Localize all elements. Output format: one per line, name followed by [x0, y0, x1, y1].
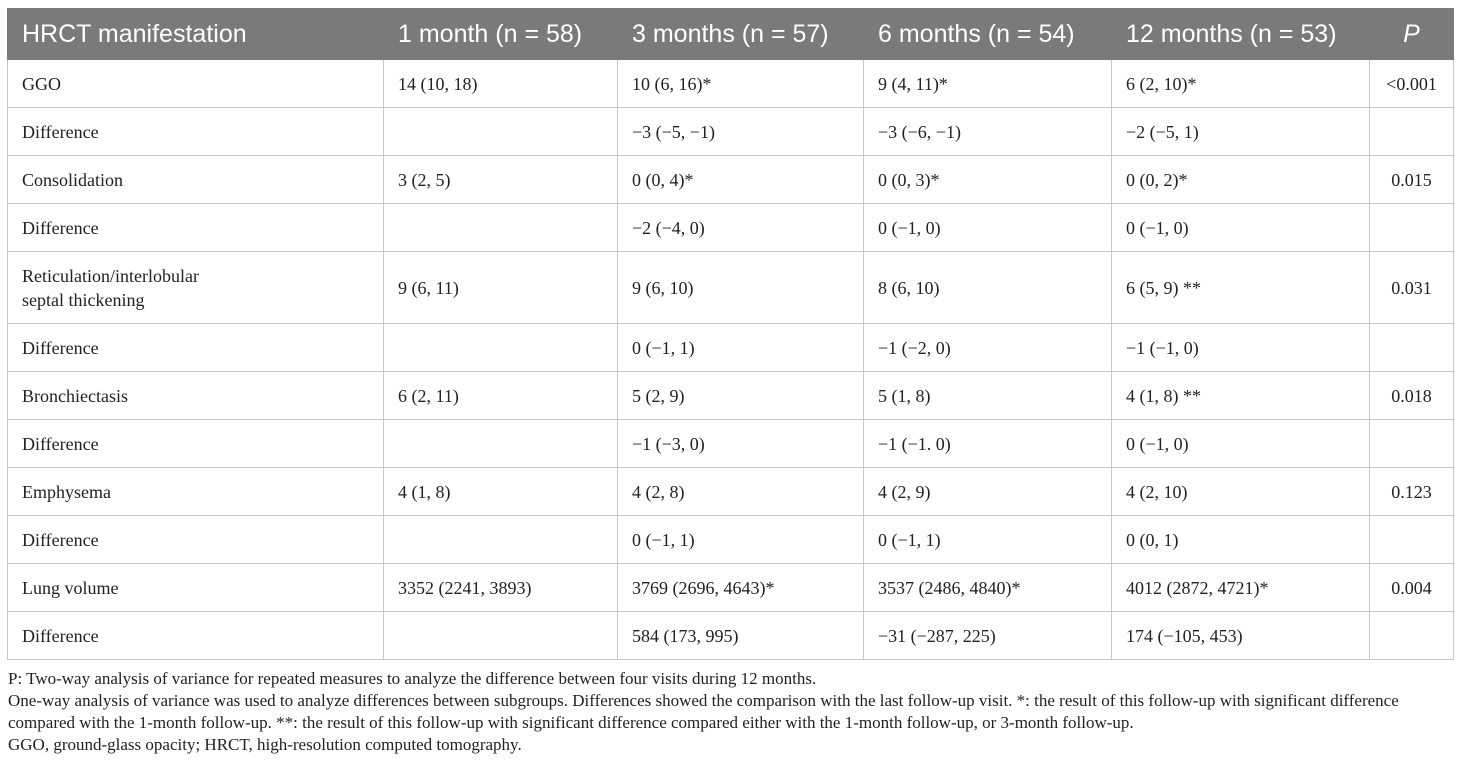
table-row: Bronchiectasis 6 (2, 11) 5 (2, 9) 5 (1, …: [7, 371, 1454, 420]
header-cell: P: [1369, 8, 1454, 60]
table-cell: Consolidation: [7, 155, 384, 204]
table-cell: −31 (−287, 225): [863, 611, 1112, 660]
table-cell: [383, 323, 618, 372]
header-cell: HRCT manifestation: [7, 8, 384, 60]
table-cell: [383, 107, 618, 156]
table-cell: 0 (−1, 0): [863, 203, 1112, 252]
table-cell: 0 (0, 1): [1111, 515, 1370, 564]
table-cell: 4 (1, 8) **: [1111, 371, 1370, 420]
header-cell: 6 months (n = 54): [863, 8, 1112, 60]
table-row: Lung volume 3352 (2241, 3893) 3769 (2696…: [7, 563, 1454, 612]
table-cell: 0 (−1, 0): [1111, 203, 1370, 252]
table-cell: 0.031: [1369, 251, 1454, 324]
table-cell: 0 (−1, 0): [1111, 419, 1370, 468]
table-cell: [1369, 107, 1454, 156]
table-cell: 0.018: [1369, 371, 1454, 420]
table-cell: 4 (1, 8): [383, 467, 618, 516]
table-cell: 0 (−1, 1): [863, 515, 1112, 564]
table-cell: 8 (6, 10): [863, 251, 1112, 324]
table-row: GGO 14 (10, 18) 10 (6, 16)* 9 (4, 11)* 6…: [7, 59, 1454, 108]
table-cell: 0 (0, 2)*: [1111, 155, 1370, 204]
table-row: Consolidation 3 (2, 5) 0 (0, 4)* 0 (0, 3…: [7, 155, 1454, 204]
table-cell: Reticulation/interlobular septal thicken…: [7, 251, 384, 324]
table-cell: 9 (6, 11): [383, 251, 618, 324]
table-cell: Emphysema: [7, 467, 384, 516]
table-row: Difference 584 (173, 995) −31 (−287, 225…: [7, 611, 1454, 660]
hrct-table: HRCT manifestation 1 month (n = 58) 3 mo…: [7, 8, 1454, 660]
table-cell: 6 (2, 11): [383, 371, 618, 420]
header-cell: 12 months (n = 53): [1111, 8, 1370, 60]
table-cell: 5 (2, 9): [617, 371, 864, 420]
table-cell: 10 (6, 16)*: [617, 59, 864, 108]
table-cell: [1369, 611, 1454, 660]
table-row: Difference −2 (−4, 0) 0 (−1, 0) 0 (−1, 0…: [7, 203, 1454, 252]
header-cell: 1 month (n = 58): [383, 8, 618, 60]
table-cell: 6 (5, 9) **: [1111, 251, 1370, 324]
table-cell: [383, 611, 618, 660]
table-cell: −2 (−4, 0): [617, 203, 864, 252]
table-cell: 0 (0, 4)*: [617, 155, 864, 204]
table-cell: Difference: [7, 107, 384, 156]
table-cell: [383, 203, 618, 252]
table-cell: [1369, 419, 1454, 468]
table-cell: Lung volume: [7, 563, 384, 612]
table-cell: 0 (−1, 1): [617, 515, 864, 564]
table-cell: 3769 (2696, 4643)*: [617, 563, 864, 612]
table-cell: Difference: [7, 323, 384, 372]
table-cell: Bronchiectasis: [7, 371, 384, 420]
table-row: Difference −3 (−5, −1) −3 (−6, −1) −2 (−…: [7, 107, 1454, 156]
table-cell: −1 (−2, 0): [863, 323, 1112, 372]
table-footnotes: P: Two-way analysis of variance for repe…: [7, 668, 1453, 756]
table-cell: −2 (−5, 1): [1111, 107, 1370, 156]
table-cell: Difference: [7, 515, 384, 564]
table-cell: 0.015: [1369, 155, 1454, 204]
table-cell: 0 (0, 3)*: [863, 155, 1112, 204]
table-cell: Difference: [7, 419, 384, 468]
table-row: Reticulation/interlobular septal thicken…: [7, 251, 1454, 324]
footnote-p: P: Two-way analysis of variance for repe…: [8, 669, 817, 688]
table-cell: 9 (6, 10): [617, 251, 864, 324]
table-cell: [383, 515, 618, 564]
table-cell: <0.001: [1369, 59, 1454, 108]
table-cell: 4 (2, 10): [1111, 467, 1370, 516]
table-cell: 5 (1, 8): [863, 371, 1112, 420]
table-cell: 0.004: [1369, 563, 1454, 612]
table-cell: [1369, 323, 1454, 372]
table-cell: 4012 (2872, 4721)*: [1111, 563, 1370, 612]
table-cell: 4 (2, 9): [863, 467, 1112, 516]
footnote-methods: One-way analysis of variance was used to…: [8, 691, 1399, 732]
header-row: HRCT manifestation 1 month (n = 58) 3 mo…: [7, 8, 1454, 60]
table-cell: 6 (2, 10)*: [1111, 59, 1370, 108]
table-cell: [383, 419, 618, 468]
table-cell: GGO: [7, 59, 384, 108]
table-cell: Difference: [7, 203, 384, 252]
table-cell: 584 (173, 995): [617, 611, 864, 660]
table-cell: 14 (10, 18): [383, 59, 618, 108]
table-row: Difference −1 (−3, 0) −1 (−1. 0) 0 (−1, …: [7, 419, 1454, 468]
table-cell: −3 (−6, −1): [863, 107, 1112, 156]
table-cell: 0 (−1, 1): [617, 323, 864, 372]
table-cell: 3352 (2241, 3893): [383, 563, 618, 612]
table-cell: −3 (−5, −1): [617, 107, 864, 156]
table-cell: 3537 (2486, 4840)*: [863, 563, 1112, 612]
table-row: Difference 0 (−1, 1) 0 (−1, 1) 0 (0, 1): [7, 515, 1454, 564]
table-cell: Difference: [7, 611, 384, 660]
table-container: HRCT manifestation 1 month (n = 58) 3 mo…: [7, 8, 1454, 756]
table-cell: 174 (−105, 453): [1111, 611, 1370, 660]
table-cell: 9 (4, 11)*: [863, 59, 1112, 108]
header-cell: 3 months (n = 57): [617, 8, 864, 60]
table-row: Emphysema 4 (1, 8) 4 (2, 8) 4 (2, 9) 4 (…: [7, 467, 1454, 516]
table-cell: −1 (−3, 0): [617, 419, 864, 468]
table-cell: [1369, 203, 1454, 252]
table-cell: −1 (−1. 0): [863, 419, 1112, 468]
table-cell: −1 (−1, 0): [1111, 323, 1370, 372]
footnote-abbreviations: GGO, ground-glass opacity; HRCT, high-re…: [8, 735, 522, 754]
table-cell: 4 (2, 8): [617, 467, 864, 516]
table-cell: [1369, 515, 1454, 564]
table-cell: 3 (2, 5): [383, 155, 618, 204]
table-row: Difference 0 (−1, 1) −1 (−2, 0) −1 (−1, …: [7, 323, 1454, 372]
table-cell: 0.123: [1369, 467, 1454, 516]
